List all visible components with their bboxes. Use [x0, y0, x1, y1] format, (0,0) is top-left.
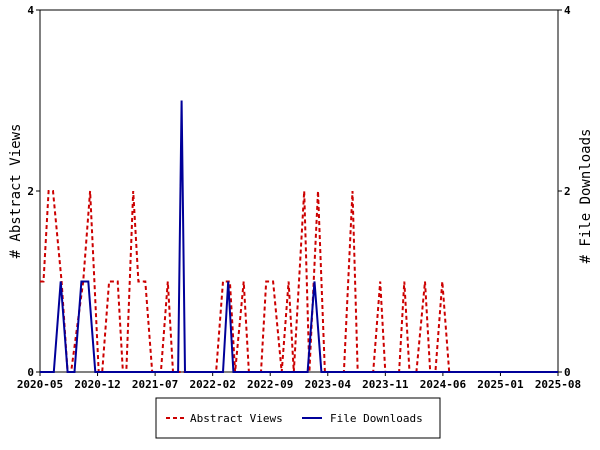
x-tick-label: 2024-06 [420, 378, 467, 391]
y-left-tick-label: 4 [27, 4, 34, 17]
y-axis-ticks: 0 0 2 2 4 4 [27, 4, 571, 379]
legend-box [155, 397, 441, 439]
x-tick-label: 2020-12 [74, 378, 120, 391]
x-tick-label: 2020-05 [17, 378, 63, 391]
x-tick-label: 2022-02 [189, 378, 235, 391]
y-left-axis-title: # Abstract Views [8, 124, 24, 259]
y-right-tick-label: 4 [564, 4, 571, 17]
y-right-axis-title: # File Downloads [578, 129, 594, 264]
x-tick-label: 2021-07 [132, 378, 178, 391]
y-right-tick-label: 2 [564, 185, 571, 198]
y-right-tick-label: 0 [564, 366, 571, 379]
x-tick-label: 2025-08 [535, 378, 581, 391]
x-tick-label: 2023-04 [305, 378, 352, 391]
legend-label-file-downloads: File Downloads [330, 412, 423, 425]
y-left-tick-label: 0 [27, 366, 34, 379]
plot-area [39, 9, 559, 373]
x-tick-label: 2025-01 [477, 378, 524, 391]
series-line-file-downloads [40, 100, 558, 373]
legend: Abstract Views File Downloads [155, 397, 441, 439]
series-layer [40, 100, 558, 373]
series-line-abstract-views [40, 190, 558, 373]
plot-frame [39, 9, 559, 373]
x-tick-label: 2022-09 [247, 378, 293, 391]
y-left-tick-label: 2 [27, 185, 34, 198]
legend-label-abstract-views: Abstract Views [190, 412, 283, 425]
x-tick-label: 2023-11 [362, 378, 409, 391]
x-axis-ticks: 2020-05 2020-12 2021-07 2022-02 2022-09 2023-… [17, 372, 581, 391]
